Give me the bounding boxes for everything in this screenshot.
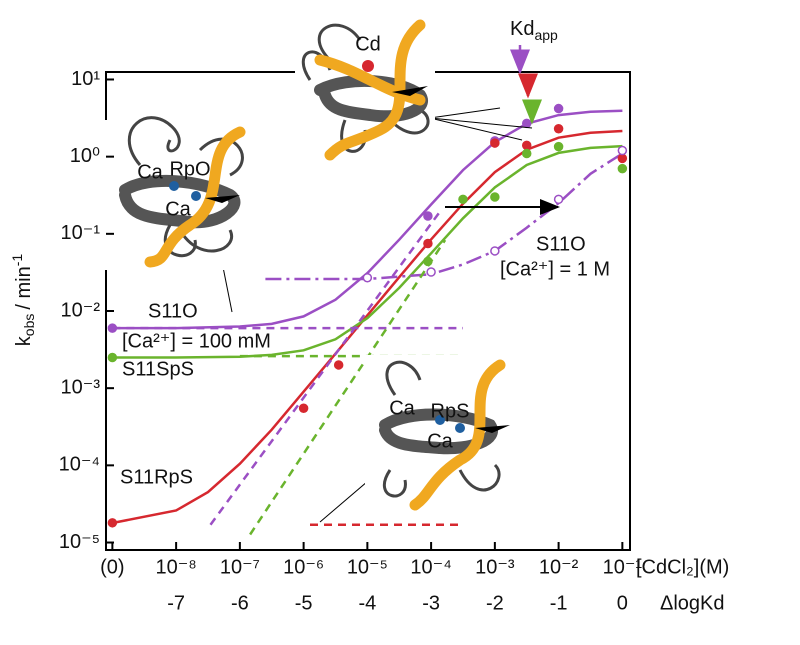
- data-point: [617, 163, 628, 174]
- data-point: [107, 323, 118, 333]
- data-point: [458, 194, 468, 205]
- diagram-rpo: [98, 116, 258, 270]
- data-point: [333, 360, 344, 370]
- kd-main: Kd: [510, 18, 534, 40]
- y-tick-label: 10⁻²: [61, 299, 101, 321]
- data-point: [423, 211, 433, 221]
- x2-tick-label: 10⁻⁴: [410, 556, 451, 578]
- data-point: [553, 123, 564, 134]
- x-tick-label: -6: [231, 592, 249, 614]
- data-point: [490, 192, 500, 202]
- data-point: [521, 118, 532, 129]
- diagram-label: RpS: [431, 400, 470, 422]
- annotation: [Ca²⁺] = 100 mM: [122, 330, 271, 352]
- x2-tick-label: 10⁻⁵: [347, 556, 388, 578]
- data-point: [107, 352, 118, 363]
- x2-tick-label: (0): [100, 556, 124, 578]
- y-label-main: k: [13, 335, 35, 346]
- diagram-label: Ca: [427, 430, 453, 452]
- y-tick-label: 10⁻¹: [61, 222, 101, 244]
- y-tick-label: 10⁻³: [61, 376, 101, 398]
- x-axis-title: ΔlogKd: [660, 592, 725, 614]
- x2-tick-label: 10⁻²: [539, 556, 579, 578]
- pointers: [221, 45, 560, 523]
- diagram-label: Ca: [389, 397, 415, 419]
- data-point: [423, 238, 433, 249]
- data-point: [298, 403, 309, 413]
- diagram-rps: [365, 355, 525, 515]
- x-tick-label: -3: [422, 592, 440, 614]
- y-label-sub: obs: [21, 314, 37, 337]
- y-tick-label: 10⁻⁵: [59, 531, 100, 553]
- diagram-label: Ca: [137, 161, 163, 183]
- data-point: [521, 140, 532, 151]
- kd-sub: app: [534, 27, 558, 43]
- y-tick-label: 10¹: [71, 68, 100, 90]
- curve: [209, 209, 442, 526]
- curve: [112, 129, 623, 525]
- curve: [112, 144, 623, 359]
- x-tick-label: -4: [358, 592, 376, 614]
- diagram-cd: [295, 18, 435, 168]
- data-point: [521, 148, 532, 159]
- data-point: [426, 267, 436, 277]
- kd-label: Kdapp: [510, 18, 558, 42]
- y-tick-label: 10⁻⁴: [59, 454, 100, 476]
- x-tick-label: -1: [550, 592, 568, 614]
- diagram-label: Cd: [355, 33, 381, 55]
- curve: [249, 239, 447, 536]
- diagram-label: Ca: [165, 198, 191, 220]
- y-label-text: / min: [13, 266, 35, 309]
- x2-tick-label: 10⁻⁶: [283, 556, 324, 578]
- data-point: [617, 153, 628, 164]
- diagram-label: RpO: [169, 158, 210, 180]
- data-point: [490, 138, 500, 148]
- x-tick-label: -7: [167, 592, 185, 614]
- annotation: S11O: [536, 233, 586, 255]
- x-tick-label: 0: [617, 592, 628, 614]
- data-point: [362, 272, 373, 283]
- x2-tick-label: 10⁻⁸: [155, 556, 196, 578]
- annotation: S11SpS: [122, 358, 194, 380]
- data-point: [617, 145, 628, 156]
- y-axis-title: kobs / min-1: [9, 254, 37, 347]
- annotation: S11O: [148, 300, 198, 322]
- x2-axis-title: [CdCl₂](M): [636, 556, 729, 578]
- x2-tick-label: 10⁻¹: [603, 556, 643, 578]
- annotation: S11RpS: [120, 466, 193, 488]
- y-label-sup: -1: [9, 254, 25, 267]
- data-point: [553, 103, 564, 114]
- data-point: [490, 246, 500, 256]
- annotation: [Ca²⁺] = 1 M: [500, 258, 610, 280]
- data-point: [553, 194, 564, 205]
- x2-tick-label: 10⁻⁷: [220, 556, 260, 578]
- x-tick-label: -5: [295, 592, 313, 614]
- curve: [112, 109, 623, 330]
- x-tick-label: -2: [486, 592, 504, 614]
- x2-tick-label: 10⁻³: [475, 556, 515, 578]
- data-point: [107, 518, 118, 528]
- y-tick-label: 10⁰: [70, 145, 100, 167]
- data-point: [423, 256, 433, 267]
- data-point: [553, 141, 564, 152]
